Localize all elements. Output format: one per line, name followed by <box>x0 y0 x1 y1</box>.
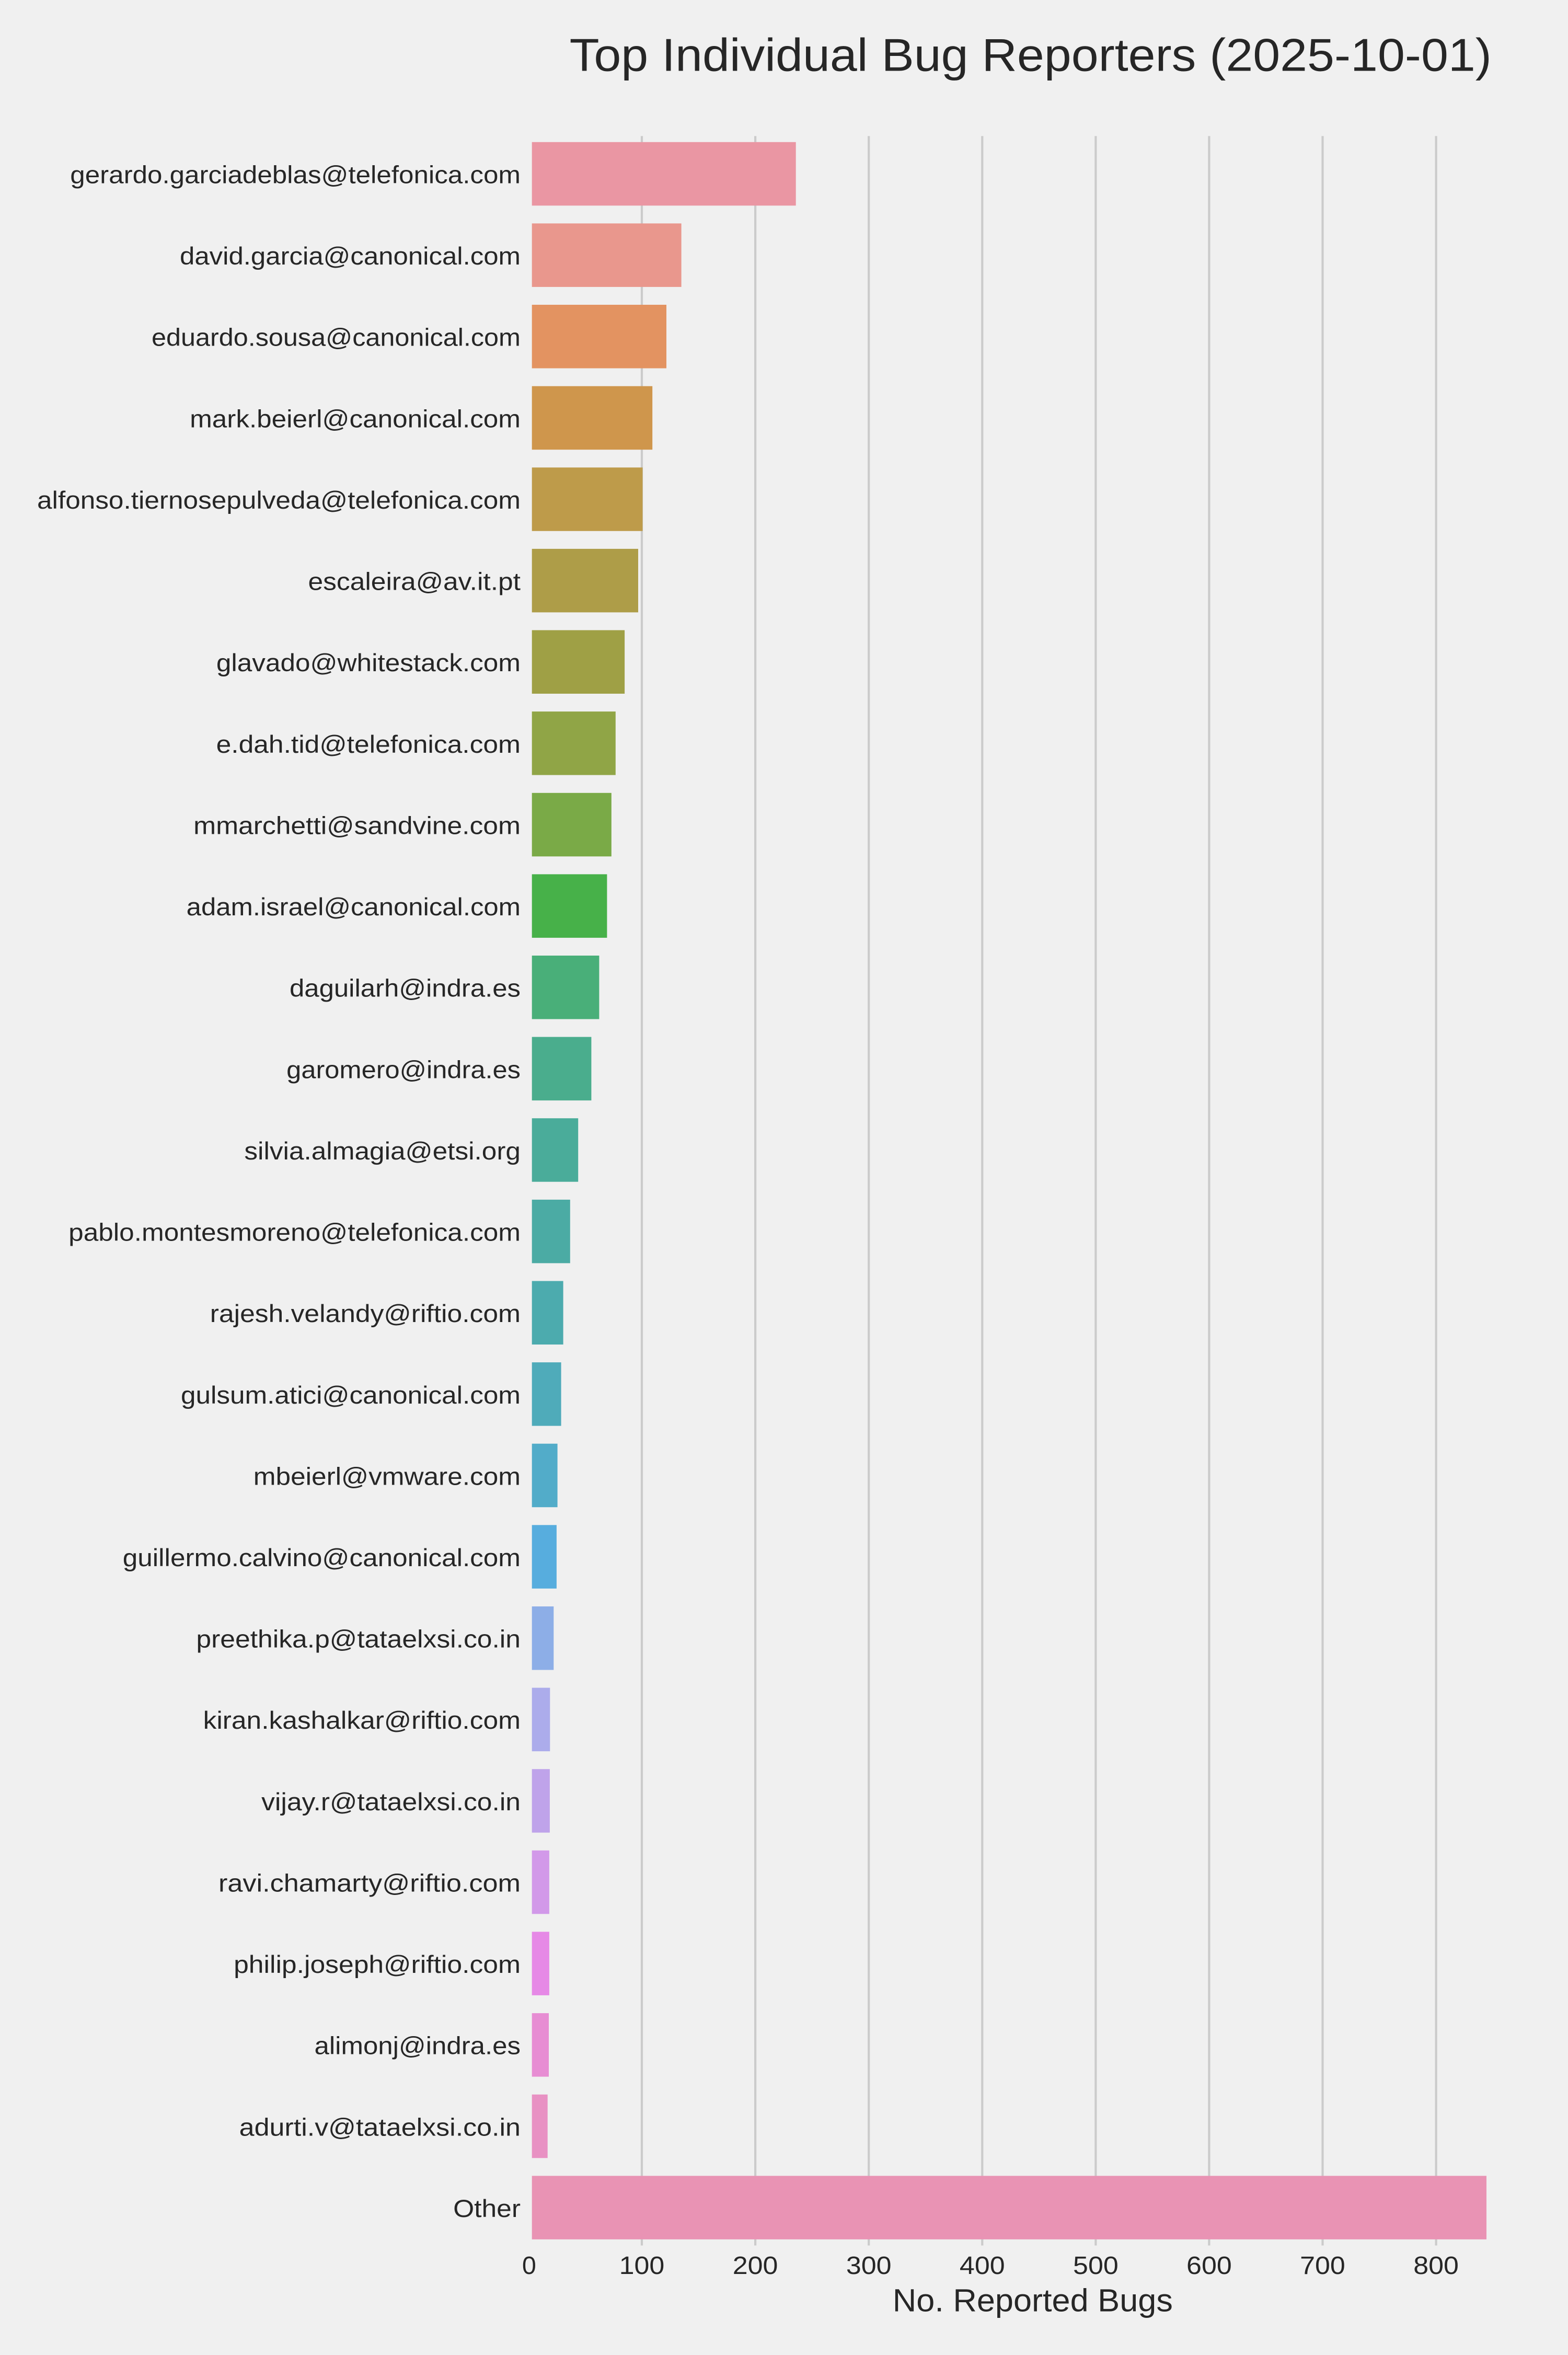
svg-text:gulsum.atici@canonical.com: gulsum.atici@canonical.com <box>181 1381 521 1409</box>
svg-text:david.garcia@canonical.com: david.garcia@canonical.com <box>180 242 521 270</box>
svg-text:eduardo.sousa@canonical.com: eduardo.sousa@canonical.com <box>152 324 521 351</box>
svg-text:ravi.chamarty@riftio.com: ravi.chamarty@riftio.com <box>218 1869 521 1897</box>
svg-text:daguilarh@indra.es: daguilarh@indra.es <box>290 974 521 1002</box>
svg-text:adam.israel@canonical.com: adam.israel@canonical.com <box>187 893 521 921</box>
svg-text:alimonj@indra.es: alimonj@indra.es <box>315 2032 521 2060</box>
svg-text:Other: Other <box>453 2195 521 2222</box>
svg-text:vijay.r@tataelxsi.co.in: vijay.r@tataelxsi.co.in <box>261 1788 521 1816</box>
svg-text:200: 200 <box>733 2251 778 2280</box>
svg-text:mmarchetti@sandvine.com: mmarchetti@sandvine.com <box>193 811 521 839</box>
svg-text:rajesh.velandy@riftio.com: rajesh.velandy@riftio.com <box>210 1300 521 1327</box>
svg-text:500: 500 <box>1073 2251 1119 2280</box>
svg-text:escaleira@av.it.pt: escaleira@av.it.pt <box>308 568 521 595</box>
svg-text:preethika.p@tataelxsi.co.in: preethika.p@tataelxsi.co.in <box>196 1625 521 1653</box>
svg-text:Top Individual Bug Reporters (: Top Individual Bug Reporters (2025-10-01… <box>570 29 1492 81</box>
svg-text:700: 700 <box>1300 2251 1345 2280</box>
svg-text:800: 800 <box>1413 2251 1459 2280</box>
svg-text:alfonso.tiernosepulveda@telefo: alfonso.tiernosepulveda@telefonica.com <box>37 486 521 514</box>
svg-text:silvia.almagia@etsi.org: silvia.almagia@etsi.org <box>244 1137 521 1165</box>
svg-text:0: 0 <box>522 2251 536 2280</box>
svg-text:adurti.v@tataelxsi.co.in: adurti.v@tataelxsi.co.in <box>239 2113 521 2141</box>
svg-text:600: 600 <box>1186 2251 1232 2280</box>
svg-text:philip.joseph@riftio.com: philip.joseph@riftio.com <box>234 1950 521 1978</box>
svg-text:garomero@indra.es: garomero@indra.es <box>286 1055 521 1083</box>
svg-text:mark.beierl@canonical.com: mark.beierl@canonical.com <box>190 405 521 432</box>
svg-text:glavado@whitestack.com: glavado@whitestack.com <box>216 649 521 676</box>
svg-text:100: 100 <box>619 2251 665 2280</box>
svg-text:400: 400 <box>960 2251 1005 2280</box>
svg-text:gerardo.garciadeblas@telefonic: gerardo.garciadeblas@telefonica.com <box>70 160 521 188</box>
svg-text:kiran.kashalkar@riftio.com: kiran.kashalkar@riftio.com <box>203 1706 521 1734</box>
svg-text:e.dah.tid@telefonica.com: e.dah.tid@telefonica.com <box>216 730 521 758</box>
svg-text:No. Reported Bugs: No. Reported Bugs <box>893 2283 1173 2318</box>
svg-text:mbeierl@vmware.com: mbeierl@vmware.com <box>253 1462 521 1490</box>
svg-text:pablo.montesmoreno@telefonica.: pablo.montesmoreno@telefonica.com <box>68 1219 521 1246</box>
svg-text:guillermo.calvino@canonical.co: guillermo.calvino@canonical.com <box>123 1544 521 1571</box>
svg-text:300: 300 <box>846 2251 892 2280</box>
